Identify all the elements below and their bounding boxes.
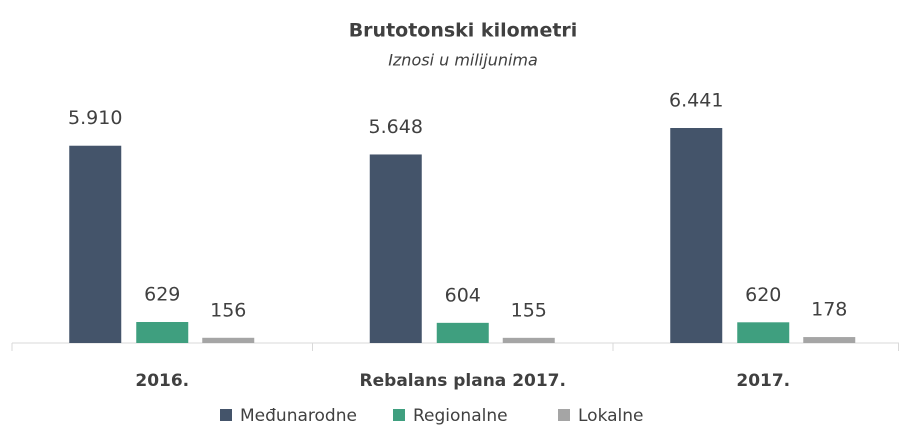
legend-label: Lokalne	[578, 406, 644, 426]
data-label: 178	[811, 299, 847, 321]
data-label: 5.910	[68, 107, 122, 129]
bar	[369, 154, 422, 343]
legend-swatch	[393, 409, 405, 421]
data-label: 620	[745, 284, 781, 306]
data-label: 5.648	[369, 116, 423, 138]
bar	[803, 337, 856, 343]
data-label: 629	[144, 284, 180, 306]
legend-label: Međunarodne	[240, 406, 357, 426]
legend-swatch	[220, 409, 232, 421]
bar	[502, 337, 555, 343]
chart-title: Brutotonski kilometri	[349, 20, 578, 42]
data-label: 156	[210, 299, 246, 321]
bar	[136, 322, 189, 343]
bar	[436, 322, 489, 343]
data-label: 155	[511, 299, 547, 321]
chart-subtitle: Iznosi u milijunima	[388, 51, 538, 70]
legend-label: Regionalne	[413, 406, 508, 426]
bar	[737, 322, 790, 343]
data-label: 604	[445, 284, 481, 306]
bar	[202, 337, 255, 343]
x-tick-label: 2016.	[135, 371, 189, 391]
x-tick-label: 2017.	[736, 371, 790, 391]
legend-swatch	[558, 409, 570, 421]
bar	[69, 145, 122, 343]
bar	[670, 128, 723, 343]
data-label: 6.441	[669, 90, 723, 112]
x-tick-label: Rebalans plana 2017.	[360, 371, 566, 391]
